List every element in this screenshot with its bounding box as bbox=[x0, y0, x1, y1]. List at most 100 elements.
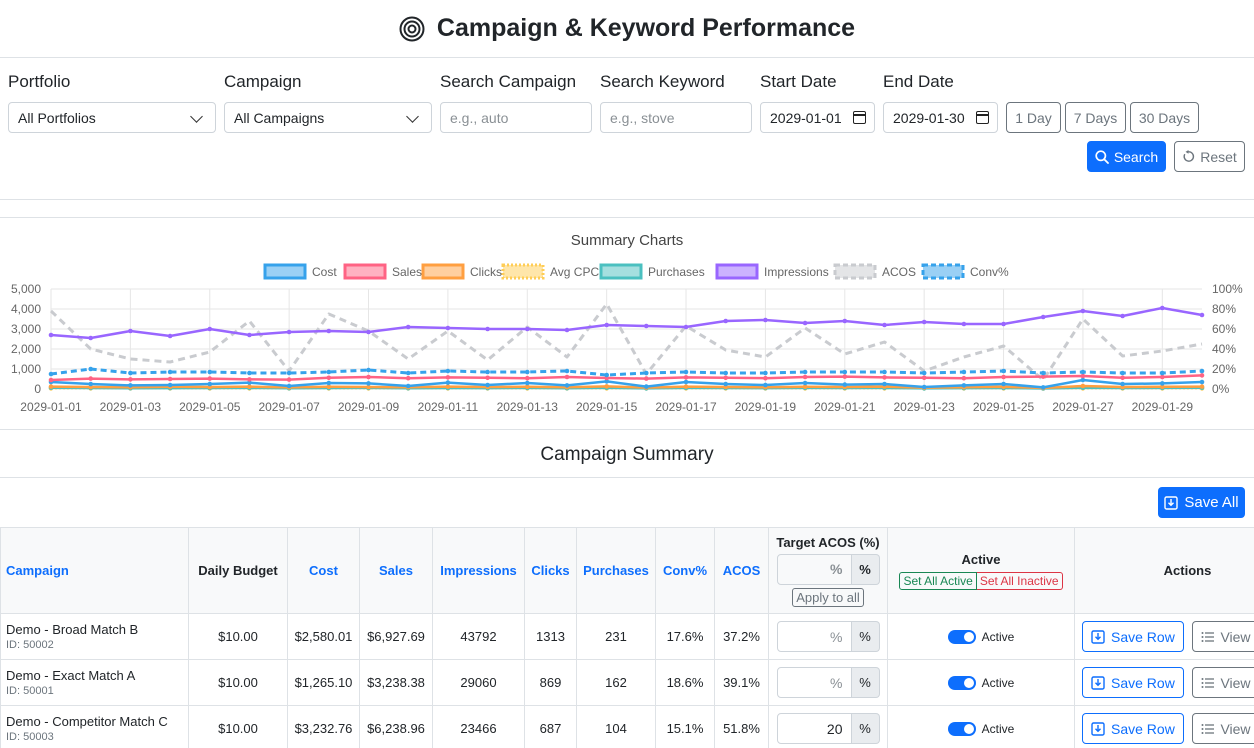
search-button[interactable]: Search bbox=[1087, 141, 1166, 172]
data-point-conv- bbox=[286, 370, 292, 376]
data-point-cost bbox=[683, 379, 689, 385]
col-active-label: Active bbox=[961, 551, 1001, 567]
col-sales[interactable]: Sales bbox=[359, 527, 433, 614]
legend-swatch-acos bbox=[833, 263, 877, 280]
data-point-sales bbox=[882, 375, 887, 380]
set-all-inactive-button[interactable]: Set All Inactive bbox=[976, 571, 1063, 590]
cell-target-acos: 20 % bbox=[768, 705, 888, 748]
data-point-sales bbox=[723, 375, 728, 381]
search-button-label: Search bbox=[1113, 148, 1159, 165]
view-keywords-button[interactable]: View K bbox=[1192, 621, 1254, 652]
data-point-conv- bbox=[683, 369, 689, 375]
x-tick-label: 2029-01-11 bbox=[418, 400, 479, 414]
data-point-conv- bbox=[326, 369, 332, 375]
data-point-cost bbox=[128, 383, 133, 388]
range-30-days-button[interactable]: 30 Days bbox=[1130, 102, 1199, 133]
col-impressions[interactable]: Impressions bbox=[432, 527, 525, 614]
campaign-select[interactable]: All Campaigns bbox=[224, 102, 432, 133]
x-tick-label: 2029-01-01 bbox=[20, 400, 82, 414]
percent-addon: % bbox=[851, 553, 880, 585]
range-7-days-button[interactable]: 7 Days bbox=[1065, 102, 1126, 133]
col-conv[interactable]: Conv% bbox=[655, 527, 715, 614]
portfolio-select[interactable]: All Portfolios bbox=[8, 102, 216, 133]
data-point-sales bbox=[48, 377, 54, 383]
legend-label: Avg CPC bbox=[550, 265, 599, 279]
data-point-impressions bbox=[485, 326, 490, 332]
apply-to-all-button[interactable]: Apply to all bbox=[792, 587, 864, 607]
target-acos-group: % % bbox=[776, 667, 880, 698]
save-row-button[interactable]: Save Row bbox=[1082, 713, 1184, 744]
target-acos-input[interactable]: % bbox=[776, 621, 852, 652]
y-right-tick-label: 0% bbox=[1212, 382, 1230, 396]
save-row-button[interactable]: Save Row bbox=[1082, 621, 1184, 652]
download-icon bbox=[1091, 675, 1105, 690]
reset-button[interactable]: Reset bbox=[1174, 141, 1245, 172]
data-point-conv- bbox=[882, 369, 887, 375]
cell-conv: 18.6% bbox=[655, 659, 715, 706]
chart-title: Summary Charts bbox=[570, 232, 684, 249]
reset-icon bbox=[1183, 150, 1195, 162]
active-toggle[interactable] bbox=[947, 722, 976, 737]
calendar-icon[interactable] bbox=[976, 111, 989, 124]
view-keywords-button[interactable]: View K bbox=[1192, 713, 1254, 744]
data-point-impressions bbox=[525, 326, 530, 332]
list-icon bbox=[1201, 677, 1215, 688]
data-point-sales bbox=[128, 377, 133, 382]
data-point-clicks bbox=[1080, 383, 1086, 389]
save-row-button[interactable]: Save Row bbox=[1082, 667, 1184, 698]
data-point-clicks bbox=[1160, 384, 1165, 390]
end-date-input[interactable]: 2029-01-30 bbox=[883, 102, 998, 133]
series-line-sales bbox=[50, 374, 1203, 382]
active-toggle[interactable] bbox=[947, 630, 976, 645]
target-acos-input[interactable]: 20 bbox=[776, 713, 852, 744]
active-toggle[interactable] bbox=[947, 676, 976, 691]
portfolio-select-value: All Portfolios bbox=[18, 109, 96, 126]
col-acos[interactable]: ACOS bbox=[714, 527, 769, 614]
data-point-impressions bbox=[1120, 313, 1125, 319]
data-point-sales bbox=[485, 375, 490, 381]
set-all-active-button[interactable]: Set All Active bbox=[899, 571, 977, 590]
range-1-day-button[interactable]: 1 Day bbox=[1006, 102, 1061, 133]
search-keyword-input[interactable]: e.g., stove bbox=[600, 102, 752, 133]
data-point-sales bbox=[247, 377, 252, 382]
col-campaign[interactable]: Campaign bbox=[0, 527, 189, 614]
data-point-cost bbox=[1001, 381, 1006, 387]
save-all-button[interactable]: Save All bbox=[1158, 487, 1245, 518]
data-point-cost bbox=[525, 380, 530, 386]
table-row: Demo - Broad Match B ID: 50002 $10.00 $2… bbox=[0, 613, 1254, 660]
col-purchases[interactable]: Purchases bbox=[576, 527, 656, 614]
col-cost[interactable]: Cost bbox=[287, 527, 360, 614]
cell-conv: 17.6% bbox=[655, 613, 715, 660]
data-point-cost bbox=[921, 384, 927, 390]
start-date-value: 2029-01-01 bbox=[770, 109, 842, 126]
y-left-tick-label: 3,000 bbox=[11, 322, 41, 336]
calendar-icon[interactable] bbox=[853, 111, 866, 124]
page-title: Campaign & Keyword Performance bbox=[399, 14, 855, 43]
start-date-input[interactable]: 2029-01-01 bbox=[760, 102, 875, 133]
y-right-tick-label: 20% bbox=[1212, 362, 1236, 376]
series-line-cost bbox=[50, 378, 1203, 389]
target-acos-input[interactable]: % bbox=[776, 667, 852, 698]
data-point-impressions bbox=[1160, 305, 1165, 311]
x-tick-label: 2029-01-27 bbox=[1052, 400, 1114, 414]
data-point-cost bbox=[286, 383, 292, 389]
search-keyword-label: Search Keyword bbox=[600, 72, 725, 91]
search-icon bbox=[1095, 149, 1109, 164]
data-point-conv- bbox=[247, 370, 252, 376]
y-left-tick-label: 0 bbox=[34, 382, 41, 396]
cell-daily-budget: $10.00 bbox=[188, 705, 288, 748]
summary-charts-panel: 0 1,000 2,000 3,000 4,000 5,000 0% 20% 40% 60% 80%… bbox=[0, 217, 1254, 430]
y-left-tick-label: 2,000 bbox=[11, 342, 41, 356]
header-target-acos-input[interactable]: % bbox=[776, 553, 852, 585]
end-date-label: End Date bbox=[883, 72, 954, 91]
legend-label: Clicks bbox=[470, 265, 502, 279]
col-clicks[interactable]: Clicks bbox=[524, 527, 577, 614]
x-tick-label: 2029-01-03 bbox=[100, 400, 162, 414]
data-point-cost bbox=[88, 381, 93, 387]
data-point-cost bbox=[1160, 381, 1165, 386]
x-tick-label: 2029-01-29 bbox=[1132, 400, 1194, 414]
data-point-sales bbox=[326, 375, 332, 381]
search-campaign-input[interactable]: e.g., auto bbox=[440, 102, 592, 133]
view-keywords-button[interactable]: View K bbox=[1192, 667, 1254, 698]
table-header-row: Campaign Daily Budget Cost Sales Impress… bbox=[0, 527, 1254, 614]
